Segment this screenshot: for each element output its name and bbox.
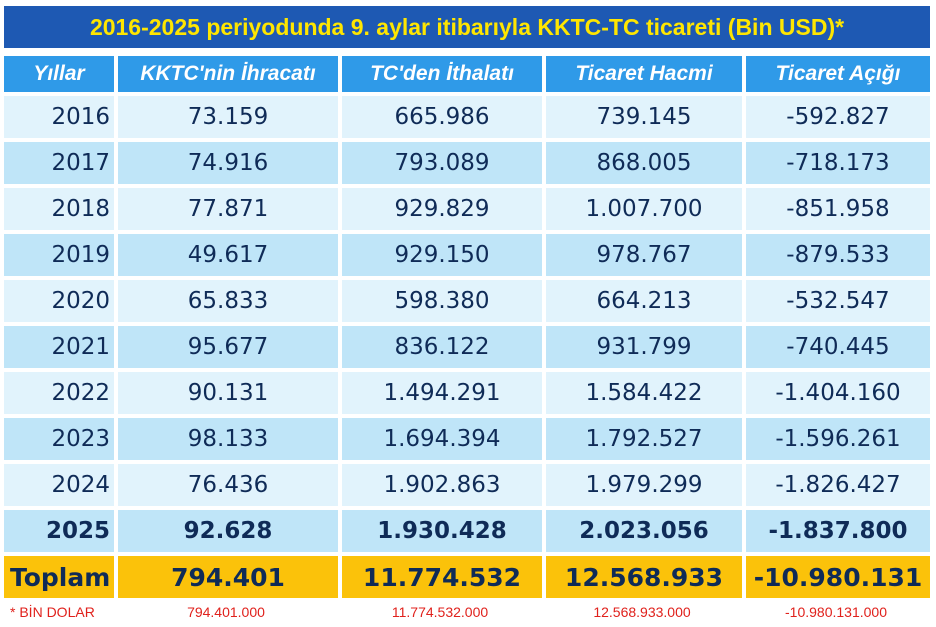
year-cell: 2016: [4, 96, 114, 138]
deficit-cell: -879.533: [742, 234, 930, 276]
header-row: Yıllar KKTC'nin İhracatı TC'den İthalatı…: [4, 56, 930, 92]
exports-cell: 98.133: [114, 418, 338, 460]
table-row: 2022 90.131 1.494.291 1.584.422 -1.404.1…: [4, 372, 930, 414]
footnote-row: * BİN DOLAR 794.401.000 11.774.532.000 1…: [4, 602, 930, 622]
header-exports: KKTC'nin İhracatı: [114, 56, 338, 92]
imports-cell: 793.089: [338, 142, 542, 184]
imports-cell: 1.930.428: [338, 510, 542, 552]
imports-cell: 929.150: [338, 234, 542, 276]
footnote-exports: 794.401.000: [187, 604, 265, 620]
deficit-cell: -851.958: [742, 188, 930, 230]
total-row: Toplam 794.401 11.774.532 12.568.933 -10…: [4, 556, 930, 598]
deficit-cell: -1.596.261: [742, 418, 930, 460]
total-exports: 794.401: [114, 556, 338, 598]
volume-cell: 1.979.299: [542, 464, 742, 506]
year-cell: 2022: [4, 372, 114, 414]
footnote-imports: 11.774.532.000: [391, 604, 489, 620]
header-trade-volume: Ticaret Hacmi: [542, 56, 742, 92]
exports-cell: 65.833: [114, 280, 338, 322]
imports-cell: 929.829: [338, 188, 542, 230]
volume-cell: 739.145: [542, 96, 742, 138]
total-imports: 11.774.532: [338, 556, 542, 598]
year-cell: 2018: [4, 188, 114, 230]
exports-cell: 73.159: [114, 96, 338, 138]
footnote-volume: 12.568.933.000: [593, 604, 691, 620]
imports-cell: 836.122: [338, 326, 542, 368]
trade-table: Yıllar KKTC'nin İhracatı TC'den İthalatı…: [4, 52, 930, 602]
volume-cell: 1.584.422: [542, 372, 742, 414]
deficit-cell: -740.445: [742, 326, 930, 368]
exports-cell: 49.617: [114, 234, 338, 276]
total-label: Toplam: [4, 556, 114, 598]
table-title: 2016-2025 periyodunda 9. aylar itibarıyl…: [4, 6, 930, 48]
header-imports: TC'den İthalatı: [338, 56, 542, 92]
year-cell: 2023: [4, 418, 114, 460]
total-volume: 12.568.933: [542, 556, 742, 598]
header-trade-deficit: Ticaret Açığı: [742, 56, 930, 92]
footnote-label: * BİN DOLAR: [10, 604, 95, 620]
exports-cell: 95.677: [114, 326, 338, 368]
volume-cell: 1.007.700: [542, 188, 742, 230]
year-cell: 2024: [4, 464, 114, 506]
volume-cell: 868.005: [542, 142, 742, 184]
table-row: 2017 74.916 793.089 868.005 -718.173: [4, 142, 930, 184]
exports-cell: 92.628: [114, 510, 338, 552]
volume-cell: 1.792.527: [542, 418, 742, 460]
table-row: 2016 73.159 665.986 739.145 -592.827: [4, 96, 930, 138]
table-row: 2019 49.617 929.150 978.767 -879.533: [4, 234, 930, 276]
deficit-cell: -1.837.800: [742, 510, 930, 552]
header-years: Yıllar: [4, 56, 114, 92]
year-cell: 2025: [4, 510, 114, 552]
year-cell: 2019: [4, 234, 114, 276]
year-cell: 2021: [4, 326, 114, 368]
year-cell: 2017: [4, 142, 114, 184]
table-row-current-year: 2025 92.628 1.930.428 2.023.056 -1.837.8…: [4, 510, 930, 552]
exports-cell: 90.131: [114, 372, 338, 414]
deficit-cell: -532.547: [742, 280, 930, 322]
deficit-cell: -592.827: [742, 96, 930, 138]
imports-cell: 1.902.863: [338, 464, 542, 506]
exports-cell: 77.871: [114, 188, 338, 230]
imports-cell: 598.380: [338, 280, 542, 322]
volume-cell: 664.213: [542, 280, 742, 322]
table-row: 2023 98.133 1.694.394 1.792.527 -1.596.2…: [4, 418, 930, 460]
footnote-deficit: -10.980.131.000: [785, 604, 887, 620]
volume-cell: 978.767: [542, 234, 742, 276]
imports-cell: 1.494.291: [338, 372, 542, 414]
table-row: 2018 77.871 929.829 1.007.700 -851.958: [4, 188, 930, 230]
exports-cell: 74.916: [114, 142, 338, 184]
deficit-cell: -1.404.160: [742, 372, 930, 414]
imports-cell: 665.986: [338, 96, 542, 138]
volume-cell: 2.023.056: [542, 510, 742, 552]
exports-cell: 76.436: [114, 464, 338, 506]
year-cell: 2020: [4, 280, 114, 322]
deficit-cell: -1.826.427: [742, 464, 930, 506]
imports-cell: 1.694.394: [338, 418, 542, 460]
table-row: 2021 95.677 836.122 931.799 -740.445: [4, 326, 930, 368]
table-row: 2020 65.833 598.380 664.213 -532.547: [4, 280, 930, 322]
deficit-cell: -718.173: [742, 142, 930, 184]
total-deficit: -10.980.131: [742, 556, 930, 598]
table-row: 2024 76.436 1.902.863 1.979.299 -1.826.4…: [4, 464, 930, 506]
volume-cell: 931.799: [542, 326, 742, 368]
